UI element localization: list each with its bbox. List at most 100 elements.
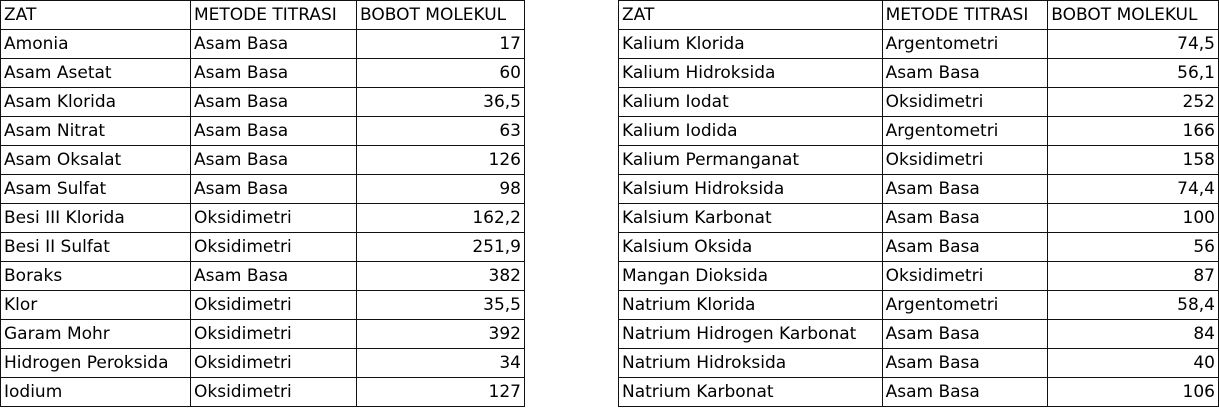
cell-bobot-molekul[interactable]: 63	[356, 116, 525, 146]
cell-zat[interactable]: Boraks	[0, 261, 191, 291]
right-table: ZAT METODE TITRASI BOBOT MOLEKUL Kalium Klo…	[618, 0, 1219, 407]
cell-bobot-molekul[interactable]: 106	[1047, 377, 1219, 407]
cell-metode-titrasi[interactable]: Asam Basa	[190, 145, 357, 175]
cell-metode-titrasi[interactable]: Asam Basa	[881, 377, 1049, 407]
cell-bobot-molekul[interactable]: 251,9	[356, 232, 525, 262]
header-bobot-molekul[interactable]: BOBOT MOLEKUL	[356, 0, 525, 30]
header-zat[interactable]: ZAT	[618, 0, 883, 30]
table-row: Amonia Asam Basa 17	[0, 29, 525, 59]
cell-zat[interactable]: Kalsium Hidroksida	[618, 174, 883, 204]
cell-bobot-molekul[interactable]: 36,5	[356, 87, 525, 117]
header-metode-titrasi[interactable]: METODE TITRASI	[881, 0, 1049, 30]
cell-bobot-molekul[interactable]: 100	[1047, 203, 1219, 233]
cell-metode-titrasi[interactable]: Asam Basa	[190, 261, 357, 291]
cell-bobot-molekul[interactable]: 84	[1047, 319, 1219, 349]
cell-zat[interactable]: Natrium Hidrogen Karbonat	[618, 319, 883, 349]
cell-bobot-molekul[interactable]: 166	[1047, 116, 1219, 146]
table-row: Asam Nitrat Asam Basa 63	[0, 116, 525, 146]
cell-bobot-molekul[interactable]: 252	[1047, 87, 1219, 117]
cell-metode-titrasi[interactable]: Asam Basa	[881, 319, 1049, 349]
cell-metode-titrasi[interactable]: Asam Basa	[190, 29, 357, 59]
table-row: Asam Oksalat Asam Basa 126	[0, 145, 525, 175]
cell-metode-titrasi[interactable]: Oksidimetri	[190, 290, 357, 320]
cell-metode-titrasi[interactable]: Asam Basa	[190, 87, 357, 117]
table-row: Asam Klorida Asam Basa 36,5	[0, 87, 525, 117]
cell-bobot-molekul[interactable]: 382	[356, 261, 525, 291]
cell-metode-titrasi[interactable]: Argentometri	[881, 116, 1049, 146]
cell-zat[interactable]: Natrium Hidroksida	[618, 348, 883, 378]
table-row: Klor Oksidimetri 35,5	[0, 290, 525, 320]
header-metode-titrasi[interactable]: METODE TITRASI	[190, 0, 357, 30]
cell-bobot-molekul[interactable]: 17	[356, 29, 525, 59]
table-row: Asam Asetat Asam Basa 60	[0, 58, 525, 88]
cell-bobot-molekul[interactable]: 56	[1047, 232, 1219, 262]
cell-metode-titrasi[interactable]: Asam Basa	[190, 58, 357, 88]
cell-bobot-molekul[interactable]: 158	[1047, 145, 1219, 175]
cell-bobot-molekul[interactable]: 98	[356, 174, 525, 204]
cell-zat[interactable]: Kalium Hidroksida	[618, 58, 883, 88]
table-row: Asam Sulfat Asam Basa 98	[0, 174, 525, 204]
cell-zat[interactable]: Asam Asetat	[0, 58, 191, 88]
cell-metode-titrasi[interactable]: Asam Basa	[881, 232, 1049, 262]
table-row: Boraks Asam Basa 382	[0, 261, 525, 291]
cell-metode-titrasi[interactable]: Asam Basa	[190, 116, 357, 146]
cell-metode-titrasi[interactable]: Oksidimetri	[881, 261, 1049, 291]
cell-zat[interactable]: Asam Klorida	[0, 87, 191, 117]
cell-zat[interactable]: Kalsium Karbonat	[618, 203, 883, 233]
cell-bobot-molekul[interactable]: 35,5	[356, 290, 525, 320]
table-row: Hidrogen Peroksida Oksidimetri 34	[0, 348, 525, 378]
cell-zat[interactable]: Asam Sulfat	[0, 174, 191, 204]
table-row: Kalsium Karbonat Asam Basa 100	[618, 203, 1219, 233]
cell-metode-titrasi[interactable]: Oksidimetri	[190, 319, 357, 349]
cell-metode-titrasi[interactable]: Asam Basa	[881, 174, 1049, 204]
cell-metode-titrasi[interactable]: Oksidimetri	[190, 348, 357, 378]
cell-zat[interactable]: Besi III Klorida	[0, 203, 191, 233]
cell-zat[interactable]: Kalsium Oksida	[618, 232, 883, 262]
cell-zat[interactable]: Besi II Sulfat	[0, 232, 191, 262]
cell-metode-titrasi[interactable]: Argentometri	[881, 290, 1049, 320]
table-row: Kalium Permanganat Oksidimetri 158	[618, 145, 1219, 175]
cell-zat[interactable]: Kalium Iodat	[618, 87, 883, 117]
cell-metode-titrasi[interactable]: Oksidimetri	[881, 87, 1049, 117]
cell-zat[interactable]: Natrium Karbonat	[618, 377, 883, 407]
cell-bobot-molekul[interactable]: 56,1	[1047, 58, 1219, 88]
cell-bobot-molekul[interactable]: 74,4	[1047, 174, 1219, 204]
cell-metode-titrasi[interactable]: Oksidimetri	[190, 203, 357, 233]
cell-bobot-molekul[interactable]: 60	[356, 58, 525, 88]
cell-metode-titrasi[interactable]: Argentometri	[881, 29, 1049, 59]
table-row: Kalsium Oksida Asam Basa 56	[618, 232, 1219, 262]
cell-bobot-molekul[interactable]: 87	[1047, 261, 1219, 291]
cell-metode-titrasi[interactable]: Asam Basa	[190, 174, 357, 204]
cell-zat[interactable]: Natrium Klorida	[618, 290, 883, 320]
cell-zat[interactable]: Asam Nitrat	[0, 116, 191, 146]
cell-zat[interactable]: Kalium Permanganat	[618, 145, 883, 175]
cell-bobot-molekul[interactable]: 34	[356, 348, 525, 378]
cell-bobot-molekul[interactable]: 127	[356, 377, 525, 407]
cell-zat[interactable]: Klor	[0, 290, 191, 320]
cell-zat[interactable]: Kalium Klorida	[618, 29, 883, 59]
table-row: Besi II Sulfat Oksidimetri 251,9	[0, 232, 525, 262]
cell-zat[interactable]: Hidrogen Peroksida	[0, 348, 191, 378]
cell-zat[interactable]: Amonia	[0, 29, 191, 59]
cell-zat[interactable]: Mangan Dioksida	[618, 261, 883, 291]
cell-bobot-molekul[interactable]: 126	[356, 145, 525, 175]
header-zat[interactable]: ZAT	[0, 0, 191, 30]
cell-zat[interactable]: Asam Oksalat	[0, 145, 191, 175]
left-table: ZAT METODE TITRASI BOBOT MOLEKUL Amonia Asam…	[0, 0, 525, 407]
cell-metode-titrasi[interactable]: Asam Basa	[881, 203, 1049, 233]
cell-zat[interactable]: Iodium	[0, 377, 191, 407]
cell-metode-titrasi[interactable]: Asam Basa	[881, 58, 1049, 88]
cell-bobot-molekul[interactable]: 162,2	[356, 203, 525, 233]
table-row: Kalsium Hidroksida Asam Basa 74,4	[618, 174, 1219, 204]
cell-metode-titrasi[interactable]: Oksidimetri	[190, 232, 357, 262]
header-bobot-molekul[interactable]: BOBOT MOLEKUL	[1047, 0, 1219, 30]
cell-bobot-molekul[interactable]: 392	[356, 319, 525, 349]
cell-zat[interactable]: Kalium Iodida	[618, 116, 883, 146]
cell-zat[interactable]: Garam Mohr	[0, 319, 191, 349]
cell-bobot-molekul[interactable]: 74,5	[1047, 29, 1219, 59]
cell-metode-titrasi[interactable]: Oksidimetri	[190, 377, 357, 407]
cell-metode-titrasi[interactable]: Oksidimetri	[881, 145, 1049, 175]
cell-metode-titrasi[interactable]: Asam Basa	[881, 348, 1049, 378]
cell-bobot-molekul[interactable]: 58,4	[1047, 290, 1219, 320]
cell-bobot-molekul[interactable]: 40	[1047, 348, 1219, 378]
